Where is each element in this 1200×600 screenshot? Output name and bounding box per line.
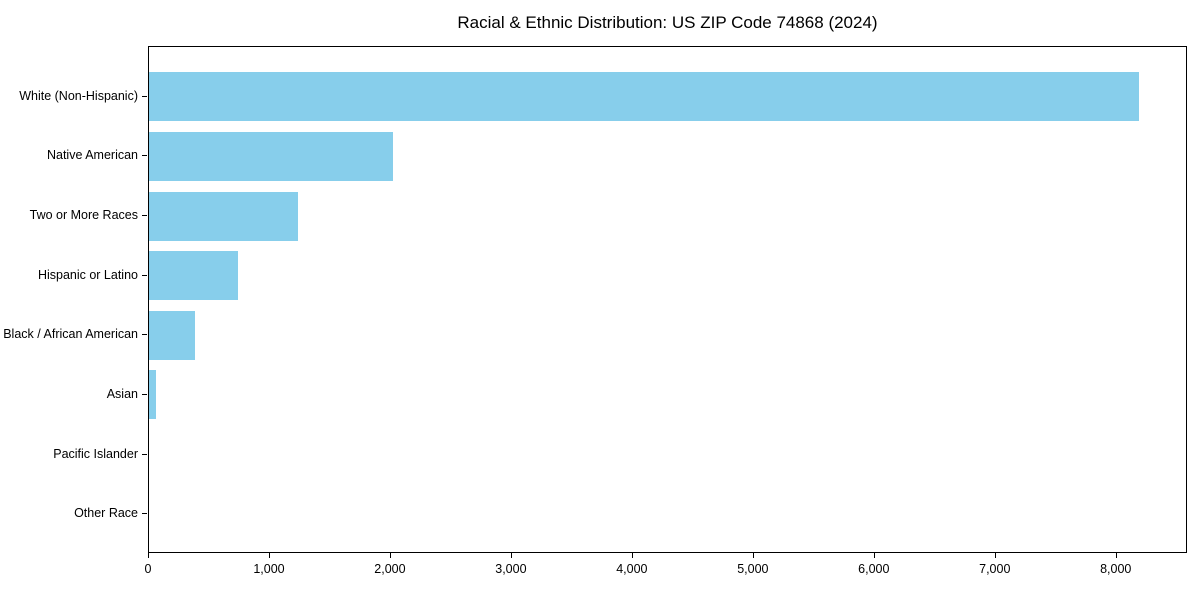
y-tick-label: Hispanic or Latino (37, 267, 138, 282)
bar (149, 191, 298, 241)
bar (149, 72, 1139, 122)
x-tick (510, 553, 512, 558)
y-tick-label: Other Race (74, 506, 138, 521)
bar (149, 131, 393, 181)
x-tick (631, 553, 633, 558)
y-tick-label: Native American (46, 148, 138, 163)
y-tick-label: Asian (106, 386, 138, 401)
bar (149, 251, 238, 301)
x-tick-label: 2,000 (374, 562, 406, 576)
x-tick-label: 0 (144, 562, 152, 576)
x-tick (389, 553, 391, 558)
plot-area (148, 46, 1187, 553)
bar (149, 370, 156, 420)
y-tick-label: Black / African American (3, 327, 138, 342)
x-tick-label: 5,000 (737, 562, 769, 576)
y-tick (142, 334, 147, 336)
x-tick (148, 553, 149, 558)
x-tick-label: 4,000 (616, 562, 648, 576)
y-tick (142, 95, 147, 97)
y-tick-label: Pacific Islander (53, 446, 138, 461)
x-tick-label: 7,000 (979, 562, 1011, 576)
x-tick (994, 553, 996, 558)
y-tick (142, 274, 147, 276)
x-tick (752, 553, 754, 558)
x-tick (1115, 553, 1117, 558)
chart-title: Racial & Ethnic Distribution: US ZIP Cod… (457, 13, 878, 32)
y-tick (142, 393, 147, 395)
y-tick-label: Two or More Races (29, 208, 138, 223)
y-tick (142, 155, 147, 157)
bar (149, 310, 195, 360)
x-tick-label: 1,000 (253, 562, 285, 576)
x-tick (268, 553, 270, 558)
x-tick-label: 6,000 (858, 562, 890, 576)
y-tick (142, 215, 147, 217)
x-tick-label: 3,000 (495, 562, 527, 576)
y-tick-label: White (Non-Hispanic) (19, 88, 138, 103)
y-tick (142, 453, 147, 455)
x-tick (873, 553, 875, 558)
x-tick-label: 8,000 (1100, 562, 1132, 576)
y-tick (142, 513, 147, 515)
